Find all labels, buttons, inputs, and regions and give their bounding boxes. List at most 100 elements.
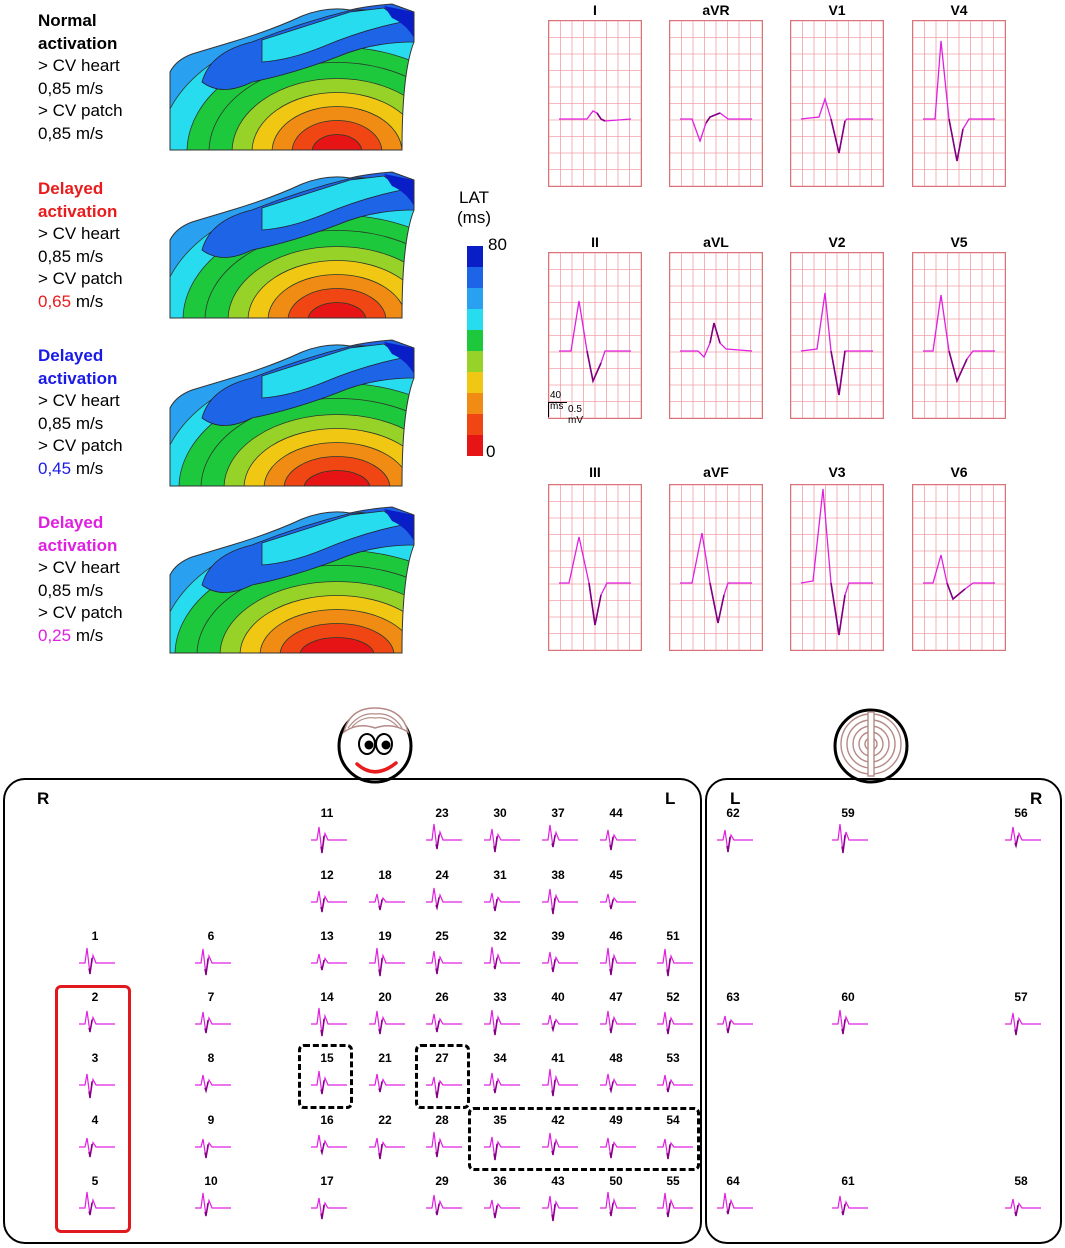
electrode-label: 50 (609, 1174, 623, 1188)
electrode-label: 58 (1014, 1174, 1028, 1188)
ecg-lead-panel (790, 20, 884, 187)
electrode-trace (542, 1014, 578, 1033)
electrode-label: 18 (378, 868, 392, 882)
electrode-label: 47 (609, 990, 623, 1004)
colorbar-segment (467, 309, 483, 330)
electrode-label: 57 (1014, 990, 1028, 1004)
electrode-label: 48 (609, 1051, 623, 1065)
electrode-trace (195, 1074, 231, 1094)
electrode-trace (79, 1010, 115, 1033)
cv-heart-label: > CV heart (38, 391, 120, 410)
electrode-label: 20 (378, 990, 392, 1004)
electrode-label: 9 (207, 1113, 215, 1127)
electrode-trace (717, 829, 753, 853)
electrode-trace (1005, 1198, 1041, 1217)
ecg-lead-panel (912, 252, 1006, 419)
colorbar-segment (467, 351, 483, 372)
simulation-caption: Delayed activation > CV heart 0,85 m/s > CV … (38, 345, 123, 480)
electrode-trace (832, 1195, 868, 1216)
cv-patch-unit: m/s (75, 291, 104, 311)
heart-activation-map (169, 506, 415, 654)
ecg-lead-panel (548, 20, 642, 187)
electrode-trace (426, 887, 462, 911)
electrode-label: 31 (493, 868, 507, 882)
cv-heart-unit: m/s (75, 413, 104, 433)
electrode-label: 4 (91, 1113, 99, 1127)
ecg-lead-title: I (593, 2, 597, 18)
electrode-trace (311, 1007, 347, 1037)
electrode-trace (369, 893, 405, 911)
electrode-trace (426, 950, 462, 975)
header-line1: Delayed (38, 346, 104, 365)
electrode-trace (426, 823, 462, 850)
back-right-side-label: R (1030, 789, 1043, 808)
header-line2: activation (38, 201, 118, 221)
cv-heart-value-line: 0,85 m/s (38, 78, 123, 101)
highlight-electrode-15 (298, 1044, 353, 1109)
electrode-trace (1005, 1012, 1041, 1036)
electrode-label: 33 (493, 990, 507, 1004)
electrode-trace (484, 892, 520, 912)
electrode-trace (195, 1138, 231, 1159)
electrode-label: 8 (207, 1051, 215, 1065)
electrode-label: 3 (91, 1051, 99, 1065)
ecg-lead-panel (790, 252, 884, 419)
colorbar-segment (467, 246, 483, 267)
electrode-label: 41 (551, 1051, 565, 1065)
electrode-label: 24 (435, 868, 449, 882)
electrode-label: 40 (551, 990, 565, 1004)
electrode-trace (311, 826, 347, 854)
electrode-label: 30 (493, 806, 507, 820)
electrode-trace (600, 1137, 636, 1159)
electrode-label: 10 (204, 1174, 218, 1188)
electrode-trace (542, 951, 578, 973)
simulation-header-2: activation (38, 33, 123, 56)
electrode-trace (657, 1192, 693, 1218)
electrode-label: 25 (435, 929, 449, 943)
electrode-label: 35 (493, 1113, 507, 1127)
electrode-label: 53 (666, 1051, 680, 1065)
cv-heart-value-line: 0,85 m/s (38, 413, 123, 436)
electrode-trace (600, 947, 636, 976)
electrode-trace (657, 1074, 693, 1093)
cv-patch-label: > CV patch (38, 436, 123, 455)
simulation-header-2: activation (38, 201, 123, 224)
electrode-trace (600, 1010, 636, 1034)
electrode-trace (311, 1197, 347, 1220)
header-line1: Delayed (38, 513, 104, 532)
electrode-label: 52 (666, 990, 680, 1004)
ecg-lead-panel (669, 484, 763, 651)
electrode-label: 2 (91, 990, 99, 1004)
front-right-side-label: R (37, 789, 50, 808)
simulation-header: Delayed (38, 512, 123, 535)
ecg-lead-title: II (591, 234, 599, 250)
electrode-label: 54 (666, 1113, 680, 1127)
ecg-lead-panel (790, 484, 884, 651)
electrode-trace (79, 947, 115, 975)
ecg-lead-panel (912, 484, 1006, 651)
electrode-trace (311, 890, 347, 913)
ecg-lead-panel (548, 252, 642, 419)
colorbar-title-line2: (ms) (457, 208, 491, 227)
electrode-label: 14 (320, 990, 334, 1004)
electrode-trace (717, 1015, 753, 1034)
electrode-trace (79, 1073, 115, 1099)
electrode-label: 15 (320, 1051, 334, 1065)
simulation-header-2: activation (38, 368, 123, 391)
electrode-trace (542, 1068, 578, 1097)
heart-activation-map (169, 3, 415, 151)
electrode-trace (600, 829, 636, 851)
highlight-electrode-27 (415, 1044, 470, 1109)
simulation-header: Delayed (38, 178, 123, 201)
electrode-label: 55 (666, 1174, 680, 1188)
electrode-trace (484, 1072, 520, 1094)
simulation-header-2: activation (38, 535, 123, 558)
simulation-header: Normal (38, 10, 123, 33)
colorbar-min-label: 0 (486, 442, 496, 461)
cv-heart-value: 0,85 (38, 413, 72, 433)
cv-patch-value: 0,65 (38, 291, 72, 311)
colorbar-segment (467, 267, 483, 288)
electrode-trace (426, 1131, 462, 1158)
ecg-lead-title: V3 (828, 464, 846, 480)
electrode-trace (369, 1010, 405, 1035)
